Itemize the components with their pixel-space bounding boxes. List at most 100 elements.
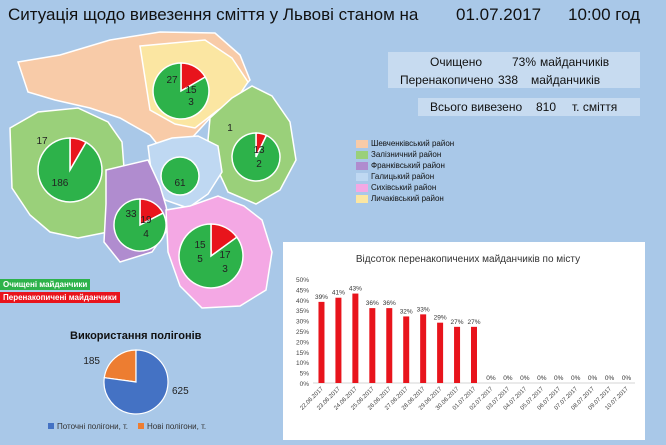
bar-data-label: 43%: [349, 286, 362, 293]
cleaned-label: Очищено: [430, 55, 483, 69]
bar-data-label: 33%: [417, 306, 430, 313]
cleaned-slice: [113, 198, 167, 252]
overflow-small-label: 4: [143, 229, 149, 240]
bar: [386, 308, 393, 383]
total-unit: т. сміття: [572, 100, 618, 114]
overflow-tag: Перенакопичені майданчики: [0, 292, 120, 303]
overflow-bar-chart: Відсоток перенакопичених майданчиків по …: [296, 254, 635, 412]
legend-swatch: [356, 161, 368, 170]
title-time: 10:00 год: [568, 5, 641, 24]
cleaned-count-label: 61: [174, 178, 186, 189]
bar: [369, 308, 376, 383]
legend-label: Сихівський район: [371, 183, 437, 192]
y-tick-label: 25%: [296, 329, 309, 336]
legend-item: Галицький район: [356, 171, 454, 182]
cleaned-tag: Очищені майданчики: [0, 279, 91, 290]
total-label: Всього вивезено: [430, 100, 523, 114]
legend-item: Франківський район: [356, 160, 454, 171]
legend-swatch: [356, 172, 368, 181]
legend-swatch: [356, 183, 368, 192]
legend-item: Сихівський район: [356, 182, 454, 193]
overflow-count-label: 27: [166, 75, 178, 86]
new-landfill-slice: [103, 349, 137, 383]
bar-data-label: 0%: [588, 375, 598, 382]
page-title: Ситуація щодо вивезення сміття у Львові …: [8, 5, 640, 25]
cleaned-count-label: 13: [253, 145, 265, 156]
total-value: 810: [536, 100, 557, 114]
landfill-pie-chart: 625 185: [83, 349, 189, 415]
legend-item: Залізничний район: [356, 149, 454, 160]
bar-data-label: 0%: [520, 375, 530, 382]
current-landfill-slice: [103, 349, 169, 415]
bar-data-label: 0%: [622, 375, 632, 382]
cleaned-count-label: 186: [52, 178, 69, 189]
landfill-title: Використання полігонів: [70, 330, 202, 342]
legend-label: Франківський район: [371, 161, 445, 170]
bar-data-label: 0%: [486, 375, 496, 382]
title-text: Ситуація щодо вивезення сміття у Львові …: [8, 5, 419, 24]
legend-swatch: [356, 150, 368, 159]
legend-item: Личаківський район: [356, 193, 454, 204]
landfill-legend-label: Нові полігони, т.: [147, 422, 207, 431]
overflow-label: Перенакопичено: [400, 73, 494, 87]
landfill-legend: Поточні полігони, т. Нові полігони, т.: [48, 422, 206, 431]
landfill-legend-swatch: [138, 423, 145, 429]
legend-swatch: [356, 194, 368, 203]
cleaned-slice: [152, 62, 210, 120]
landfill-legend-item: Нові полігони, т.: [138, 422, 206, 431]
y-tick-label: 30%: [296, 319, 309, 326]
y-tick-label: 0%: [300, 381, 310, 388]
overflow-unit: майданчиків: [531, 73, 601, 87]
y-tick-label: 15%: [296, 350, 309, 357]
legend-label: Залізничний район: [371, 150, 442, 159]
y-tick-label: 35%: [296, 308, 309, 315]
overflow-extra-label: 5: [197, 254, 203, 265]
new-landfill-value: 185: [83, 356, 100, 367]
bar-data-label: 0%: [605, 375, 615, 382]
bar-chart-title: Відсоток перенакопичених майданчиків по …: [356, 254, 580, 265]
cleaned-slice: [160, 156, 200, 196]
bar-data-label: 0%: [537, 375, 547, 382]
cleaned-extra-label: 2: [256, 159, 262, 170]
bar-data-label: 36%: [383, 300, 396, 307]
overflow-small-label: 3: [222, 264, 228, 275]
y-tick-label: 50%: [296, 277, 309, 284]
overflow-count-label: 1: [227, 123, 233, 134]
landfill-legend-label: Поточні полігони, т.: [57, 422, 129, 431]
overflow-chart-panel: Відсоток перенакопичених майданчиків по …: [283, 242, 645, 440]
cleaned-slice: [178, 223, 244, 289]
overflow-count-label: 15: [194, 240, 206, 251]
bar: [420, 314, 427, 383]
cleaned-slice: [37, 137, 103, 203]
overflow-value: 338: [498, 73, 519, 87]
overflow-count-label: 33: [125, 209, 137, 220]
overflow-count-label: 17: [36, 136, 48, 147]
title-date: 01.07.2017: [456, 5, 542, 24]
bar-data-label: 27%: [451, 319, 464, 326]
legend-swatch: [356, 139, 368, 148]
bar-data-label: 0%: [503, 375, 513, 382]
cleaned-value: 73%: [512, 55, 537, 69]
total-box: Всього вивезено 810 т. сміття: [418, 98, 640, 116]
bar: [454, 326, 461, 383]
bar-data-label: 41%: [332, 290, 345, 297]
bar-data-label: 0%: [554, 375, 564, 382]
bar-data-label: 27%: [467, 319, 480, 326]
bar-data-label: 29%: [434, 315, 447, 322]
landfill-legend-swatch: [48, 423, 54, 429]
legend-label: Галицький район: [371, 172, 435, 181]
legend-label: Шевченківський район: [371, 139, 455, 148]
cleaned-count-label: 15: [185, 85, 197, 96]
bar-data-label: 36%: [366, 300, 379, 307]
current-landfill-value: 625: [172, 386, 189, 397]
bar: [437, 322, 444, 383]
bar: [471, 326, 477, 383]
cleaned-count-label: 19: [140, 215, 152, 226]
cleaned-unit: майданчиків: [540, 55, 610, 69]
y-tick-label: 20%: [296, 339, 309, 346]
y-tick-label: 45%: [296, 287, 309, 294]
bar-data-label: 39%: [315, 294, 328, 301]
landfill-legend-item: Поточні полігони, т.: [48, 422, 128, 431]
bar: [403, 316, 410, 383]
